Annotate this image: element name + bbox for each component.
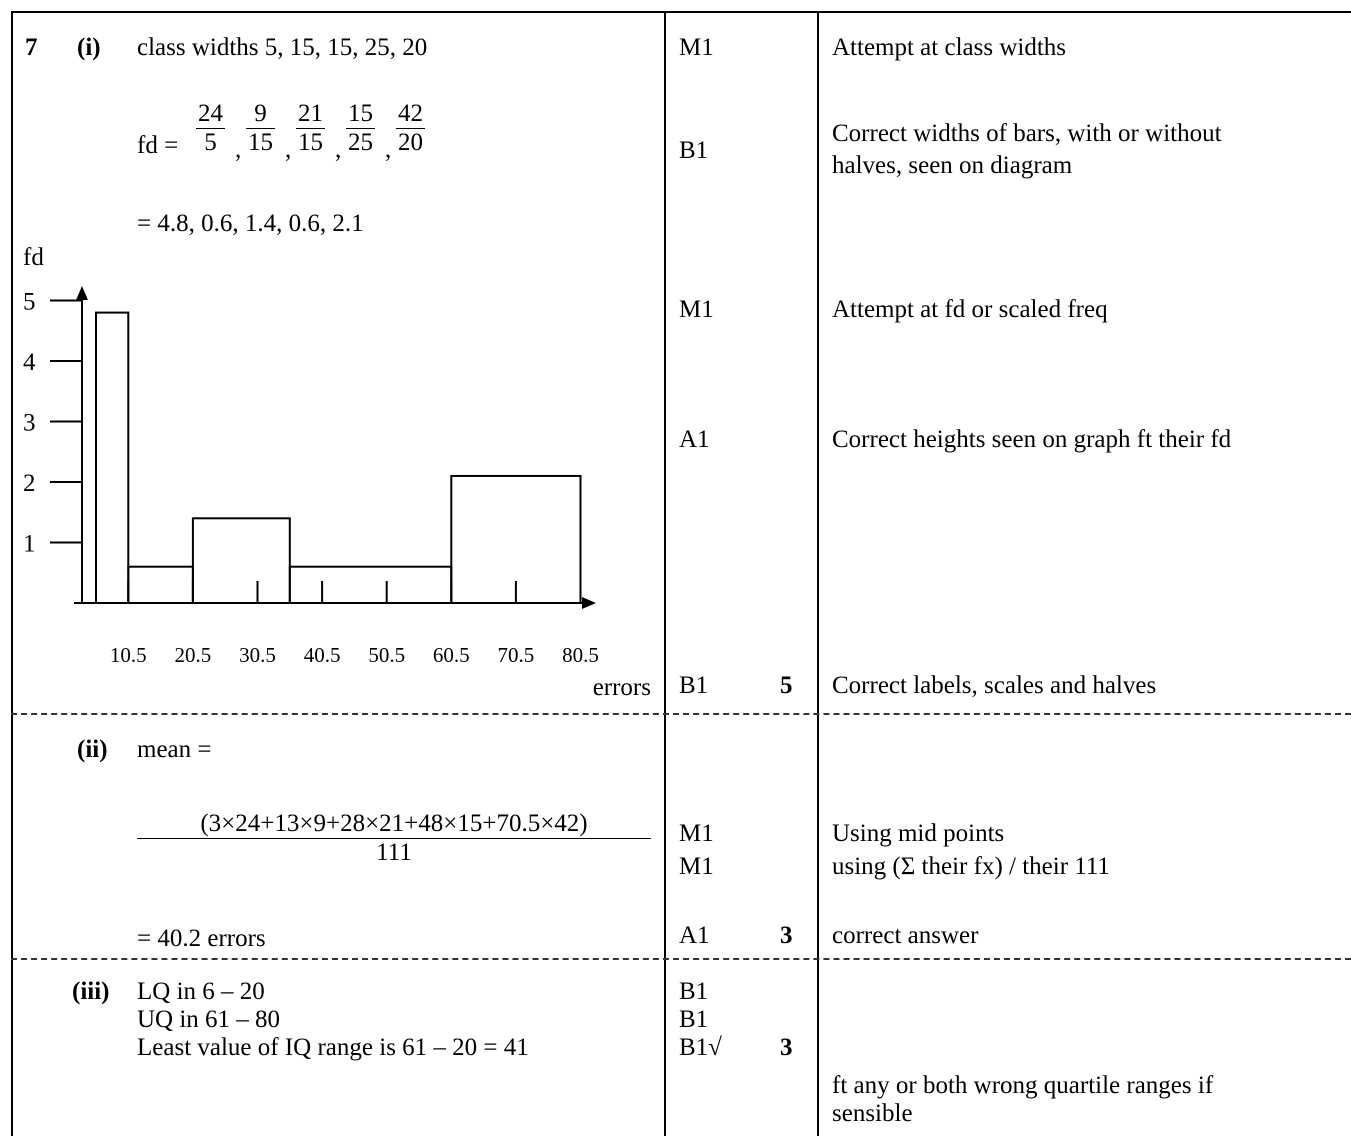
mark-code: B1 <box>679 672 709 699</box>
y-tick-label: 1 <box>23 531 36 558</box>
mean-numerator: (3×24+13×9+28×21+48×15+70.5×42) <box>200 810 588 837</box>
mark-code: B1 <box>679 137 709 164</box>
x-tick-label: 20.5 <box>175 643 212 667</box>
x-tick-label: 70.5 <box>498 643 535 667</box>
x-tick-label: 30.5 <box>239 643 276 667</box>
fraction-bar <box>246 128 275 129</box>
mark-total: 5 <box>780 672 793 699</box>
histogram-bar <box>191 517 291 604</box>
y-tick-label: 2 <box>23 470 36 497</box>
fraction-comma: , <box>335 136 342 163</box>
row-divider-2 <box>11 958 1351 960</box>
mark-code: A1 <box>679 426 710 453</box>
y-axis-arrow <box>76 286 88 300</box>
mark-total: 3 <box>780 1034 793 1061</box>
histogram-bar <box>288 565 453 605</box>
fd-fraction-3-denominator: 15 <box>298 129 323 156</box>
part-ii-label: (ii) <box>77 736 108 763</box>
mark-comment: Attempt at class widths <box>832 34 1066 61</box>
histogram-bar <box>450 474 582 604</box>
y-tick-label: 5 <box>23 289 36 316</box>
x-tick-label: 60.5 <box>433 643 470 667</box>
fd-fraction-2-denominator: 15 <box>248 129 273 156</box>
mark-comment: correct answer <box>832 922 979 949</box>
fd-values-text: = 4.8, 0.6, 1.4, 0.6, 2.1 <box>137 210 364 237</box>
mark-comment: Correct labels, scales and halves <box>832 672 1157 699</box>
fd-fraction-5-numerator: 42 <box>398 100 423 127</box>
column-divider-1 <box>664 11 666 1136</box>
x-tick-label: 10.5 <box>110 643 147 667</box>
fraction-bar <box>296 128 325 129</box>
fraction-bar <box>396 128 425 129</box>
fd-fraction-3: 21 15 <box>296 100 325 157</box>
part-iii-line: LQ in 6 – 20 <box>137 978 265 1005</box>
x-axis-label: errors <box>593 674 651 701</box>
mark-code: B1 <box>679 1006 709 1033</box>
fd-fraction-2: 9 15 <box>246 100 275 157</box>
mark-code: M1 <box>679 853 714 880</box>
histogram-chart: fd 1 2 3 4 5 10.5 20.5 30.5 40.5 50.5 60.5 70.5 80.… <box>23 244 651 701</box>
row-divider-1 <box>11 713 1351 715</box>
mark-total: 3 <box>780 922 793 949</box>
mark-code: B1√ <box>679 1034 722 1061</box>
mean-denominator: 111 <box>376 839 412 866</box>
fd-fraction-4-numerator: 15 <box>348 100 373 127</box>
mark-code: M1 <box>679 296 714 323</box>
fraction-comma: , <box>285 136 292 163</box>
x-tick-label: 80.5 <box>562 643 599 667</box>
mark-code: B1 <box>679 978 709 1005</box>
fd-fraction-4: 15 25 <box>346 100 375 157</box>
y-tick-label: 4 <box>23 349 36 376</box>
fraction-bar <box>196 128 225 129</box>
x-axis-arrow <box>582 597 596 609</box>
mark-comment: using (Σ their fx) / their 111 <box>832 853 1110 880</box>
mark-code: M1 <box>679 34 714 61</box>
fraction-bar <box>137 838 651 839</box>
x-tick-label: 40.5 <box>304 643 341 667</box>
fd-fraction-5: 42 20 <box>396 100 425 157</box>
mark-code: A1 <box>679 922 710 949</box>
mean-fraction: (3×24+13×9+28×21+48×15+70.5×42) 111 <box>137 810 651 867</box>
part-iii-label: (iii) <box>72 978 110 1005</box>
fd-fraction-1: 24 5 <box>196 100 225 157</box>
part-iii-line: UQ in 61 – 80 <box>137 1006 281 1033</box>
mark-code: M1 <box>679 820 714 847</box>
part-i-label: (i) <box>77 34 101 61</box>
mark-comment-continued: sensible <box>832 1100 913 1127</box>
fraction-comma: , <box>235 136 242 163</box>
part-iii-line: Least value of IQ range is 61 – 20 = 41 <box>137 1034 529 1061</box>
histogram-bar <box>127 565 194 605</box>
fd-fraction-3-numerator: 21 <box>298 100 323 127</box>
fd-fraction-1-denominator: 5 <box>204 129 217 156</box>
fraction-comma: , <box>385 136 392 163</box>
fd-fraction-2-numerator: 9 <box>254 100 267 127</box>
fd-fraction-1-numerator: 24 <box>198 100 223 127</box>
fd-prefix: fd = <box>137 132 179 159</box>
fd-fraction-4-denominator: 25 <box>348 129 373 156</box>
x-tick-label: 50.5 <box>368 643 405 667</box>
mean-answer: = 40.2 errors <box>137 925 266 952</box>
mark-comment: Attempt at fd or scaled freq <box>832 296 1108 323</box>
fraction-bar <box>346 128 375 129</box>
column-divider-2 <box>817 11 819 1136</box>
table-left-border <box>11 11 13 1136</box>
fd-fraction-5-denominator: 20 <box>398 129 423 156</box>
class-widths-text: class widths 5, 15, 15, 25, 20 <box>137 34 428 61</box>
y-axis-label: fd <box>23 244 44 271</box>
mark-comment: ft any or both wrong quartile ranges if <box>832 1072 1214 1099</box>
histogram-bar <box>95 311 130 604</box>
mean-label: mean = <box>137 736 212 763</box>
question-number: 7 <box>25 34 38 61</box>
table-top-border <box>11 11 1351 13</box>
mark-comment: Correct heights seen on graph ft their f… <box>832 426 1232 453</box>
mark-comment: Correct widths of bars, with or without <box>832 120 1222 147</box>
y-tick-label: 3 <box>23 410 36 437</box>
mark-comment-continued: halves, seen on diagram <box>832 152 1073 179</box>
mark-comment: Using mid points <box>832 820 1005 847</box>
